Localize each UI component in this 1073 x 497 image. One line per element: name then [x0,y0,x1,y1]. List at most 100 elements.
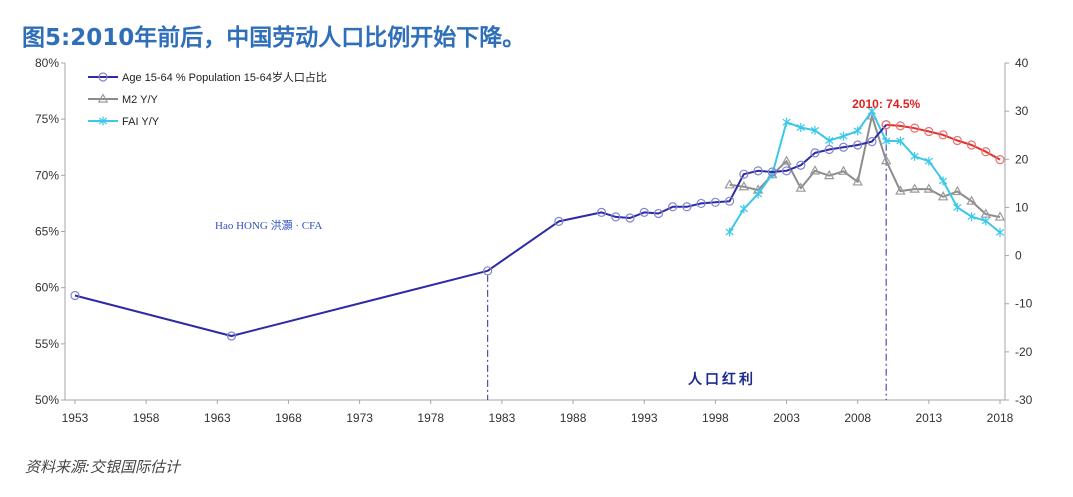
fai-yoy-series [725,106,1005,237]
fai-yoy-point [739,204,749,214]
legend-label: FAI Y/Y [122,116,160,128]
fai-yoy-point [825,136,834,146]
right-y-tick-label: -20 [1015,345,1033,359]
legend-entry-age-15-64-share: Age 15-64 % Population 15-64岁人口占比 [88,70,327,84]
age-15-64-share-projection-point [952,135,962,146]
legend-entry-fai-yoy: FAI Y/Y [88,116,160,128]
age-15-64-share-point [682,202,692,212]
m2-yoy-point [923,183,935,193]
x-tick-label: 1958 [133,411,160,425]
age-15-64-share-projection-point [895,121,905,131]
m2-yoy-point [880,155,892,165]
m2-yoy-point [795,182,806,192]
age-15-64-share-point [696,198,706,209]
age-15-64-share-point [853,140,863,150]
legend-label: Age 15-64 % Population 15-64岁人口占比 [122,70,327,84]
age-15-64-share-projection-point [938,130,948,140]
age-15-64-share-projection-point [910,123,920,133]
legend-swatch-marker [97,93,109,103]
x-tick-label: 1998 [702,411,729,425]
age-15-64-share-point [554,216,564,226]
m2-yoy-point [724,179,735,189]
age-15-64-share-projection-point [995,155,1005,165]
x-tick-label: 2013 [916,411,943,425]
m2-yoy-series [724,110,1006,221]
m2-yoy-point [937,191,949,201]
age-15-64-share-point [781,166,792,176]
right-y-tick-label: 0 [1015,249,1022,263]
legend-entry-m2-yoy: M2 Y/Y [88,93,159,106]
m2-yoy-line [729,115,1001,219]
left-y-tick-label: 50% [35,393,59,407]
chart-title: 图5:2010年前后，中国劳动人口比例开始下降。 [22,25,526,51]
fai-yoy-point [725,227,734,237]
fai-yoy-point [995,227,1005,237]
x-tick-label: 1973 [346,411,373,425]
m2-yoy-point [895,185,906,195]
left-y-tick-label: 70% [35,168,59,182]
fai-yoy-line [728,110,1001,234]
fai-yoy-point [810,125,820,135]
demographic-dividend-annotation: 人口红利 [688,371,756,388]
x-tick-label: 1963 [204,411,231,425]
right-y-axis-ticks: 40 30 20 10 0 -10 -20 -30 [1005,56,1033,407]
age-15-64-share-point [739,169,749,179]
age-15-64-share-point [611,212,621,222]
m2-yoy-point [781,155,792,165]
legend-swatch-marker [98,72,108,82]
x-tick-label: 2008 [844,411,871,425]
right-y-tick-label: -30 [1015,393,1033,407]
age-15-64-share-projection-point [924,126,934,137]
axes [64,63,1006,401]
age-15-64-share-point [668,202,678,212]
age-15-64-share-point [639,207,649,218]
fai-yoy-point [896,136,905,146]
age-15-64-share-line [74,124,887,337]
left-y-tick-label: 65% [35,225,59,239]
right-y-tick-label: 20 [1015,152,1029,166]
source-note: 资料来源:交银国际估计 [25,458,181,476]
m2-yoy-point [952,185,963,196]
legend-swatch-marker [98,116,108,126]
age-15-64-share-projection-line [886,123,1001,161]
age-15-64-share-point [596,207,607,218]
m2-yoy-point [809,165,821,175]
m2-yoy-point [738,180,750,191]
age-15-64-share-point [838,142,849,152]
fai-yoy-point [839,131,848,141]
point-labels: 2010: 74.5% [852,97,920,111]
age-15-64-share-point [753,166,763,176]
x-tick-label: 1953 [62,411,89,425]
x-tick-label: 1988 [560,411,587,425]
reference-lines [487,128,887,400]
fai-yoy-point [910,151,919,161]
fai-yoy-point [967,212,976,222]
legend: Age 15-64 % Population 15-64岁人口占比 M2 Y/Y F… [88,70,327,128]
fai-yoy-point [938,176,948,186]
fai-yoy-point [924,156,934,166]
m2-yoy-point [838,165,849,175]
left-y-tick-label: 75% [35,112,59,126]
age-15-64-share-point [767,167,777,177]
m2-yoy-point [824,169,835,180]
age-15-64-share-point [70,290,80,301]
fai-yoy-point [953,202,962,212]
right-y-tick-label: 30 [1015,104,1029,118]
fai-yoy-point [753,189,763,199]
fai-yoy-point [782,117,791,127]
fai-yoy-point [867,106,877,116]
age-15-64-share-projection-series [881,120,1005,165]
point-label-2010: 2010: 74.5% [852,97,920,111]
m2-yoy-point [966,195,977,205]
age-15-64-share-point [653,208,664,219]
x-tick-label: 2018 [987,411,1014,425]
x-tick-label: 1978 [417,411,444,425]
age-15-64-share-point [725,196,735,206]
age-15-64-share-point [867,137,877,147]
x-tick-label: 1983 [489,411,516,425]
author-watermark-text: Hao HONG 洪灝 · CFA [215,218,322,232]
right-y-tick-label: 10 [1015,200,1029,214]
age-15-64-share-projection-point [966,140,977,150]
m2-yoy-point [994,211,1006,221]
